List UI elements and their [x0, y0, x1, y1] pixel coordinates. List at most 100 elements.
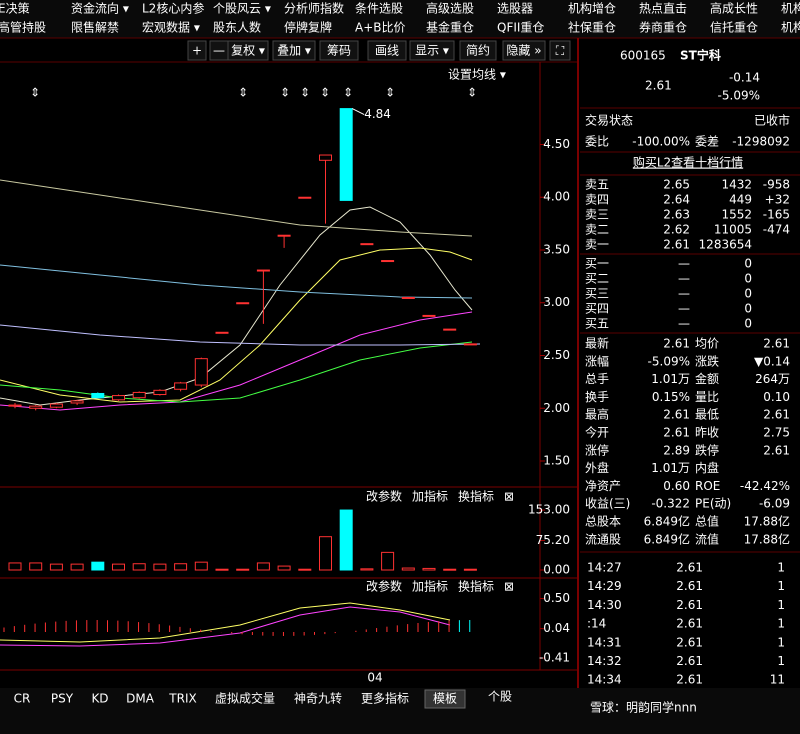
volume-bar: [339, 509, 353, 571]
tick-volume: 1: [777, 598, 785, 612]
book-volume: 0: [744, 317, 752, 331]
indicator-tab[interactable]: TRIX: [168, 692, 196, 706]
toolbar-button[interactable]: [227, 40, 269, 61]
toolbar-button[interactable]: [459, 40, 497, 61]
indicator-tab[interactable]: CR: [14, 692, 31, 706]
toolbar-button[interactable]: [502, 40, 546, 61]
candle-body: [443, 328, 457, 331]
book-volume: 1552: [721, 208, 752, 222]
event-marker: ⇕: [467, 86, 477, 100]
stat-label: 流通股: [585, 532, 621, 546]
toolbar-button[interactable]: [409, 40, 455, 61]
indicator-tab[interactable]: 模板: [433, 692, 457, 706]
menu-item: L2核心内参: [142, 1, 204, 16]
toolbar-button[interactable]: [549, 40, 571, 61]
event-marker: ⇕: [385, 86, 395, 100]
book-price: 2.64: [663, 193, 690, 207]
y-tick-label: 3.50: [543, 242, 570, 256]
panel-button[interactable]: 加指标: [412, 489, 448, 504]
candle-body: [49, 403, 63, 408]
bottom-bar: [0, 688, 800, 734]
tick-time: 14:34: [587, 673, 622, 687]
stat-value: -42.42%: [740, 479, 790, 493]
event-marker: ⇕: [300, 86, 310, 100]
panel-button[interactable]: 换指标: [458, 579, 494, 594]
book-price: —: [678, 257, 690, 271]
high-label: 4.84: [364, 107, 391, 121]
book-volume: 1283654: [699, 238, 752, 252]
footer-tab[interactable]: 个股: [488, 690, 512, 704]
y-tick-label: 75.20: [536, 533, 570, 547]
indicator-tab[interactable]: 虚拟成交量: [215, 691, 275, 706]
toolbar-button[interactable]: [367, 40, 407, 61]
menu-item: 宏观数据 ▾: [142, 20, 200, 35]
book-label: 卖二: [585, 223, 609, 237]
ma-settings[interactable]: 设置均线 ▾: [448, 68, 506, 82]
toolbar-label[interactable]: 筹码: [327, 44, 351, 58]
panel-button[interactable]: ⊠: [504, 490, 514, 504]
indicator-tab[interactable]: 神奇九转: [294, 691, 342, 706]
panel-button[interactable]: 改参数: [366, 579, 402, 594]
volume-bar: [319, 536, 332, 571]
stat-label: 最低: [695, 408, 719, 422]
indicator-tab[interactable]: 更多指标: [361, 691, 409, 706]
panel-button[interactable]: 加指标: [412, 579, 448, 594]
volume-bar: [153, 563, 167, 571]
toolbar-button[interactable]: [319, 40, 359, 61]
stat-label: 流值: [695, 531, 719, 546]
panel-button[interactable]: ⊠: [504, 580, 514, 594]
stat-value: 2.75: [763, 426, 790, 440]
toolbar-label[interactable]: 叠加 ▾: [277, 44, 311, 58]
y-tick-label: 4.00: [543, 190, 570, 204]
stat-label: 跌停: [695, 442, 719, 457]
book-label: 买五: [585, 317, 609, 331]
toolbar-label[interactable]: 复权 ▾: [231, 44, 265, 58]
stat-value: 17.88亿: [744, 514, 790, 529]
toolbar-label[interactable]: 显示 ▾: [415, 44, 449, 58]
last-price: 2.61: [645, 79, 672, 93]
y-tick-label: 2.50: [543, 348, 570, 362]
indicator-tab[interactable]: KD: [91, 692, 108, 706]
indicator-tab[interactable]: DMA: [126, 692, 155, 706]
book-change: -958: [763, 178, 790, 192]
panel-button[interactable]: 改参数: [366, 489, 402, 504]
panel-button[interactable]: 换指标: [458, 489, 494, 504]
toolbar-label[interactable]: —: [213, 44, 225, 58]
tick-time: 14:27: [587, 561, 622, 575]
toolbar-label[interactable]: ⛶: [555, 44, 565, 58]
stat-value: 0.60: [663, 479, 690, 493]
ma-line: [0, 341, 473, 403]
volume-bar: [8, 562, 22, 571]
indicator-tab[interactable]: PSY: [51, 692, 74, 706]
toolbar-button[interactable]: [187, 40, 207, 61]
book-price: —: [678, 272, 690, 286]
menu-item: 分析师指数: [284, 1, 344, 16]
tick-time: :14: [587, 617, 606, 631]
toolbar-button[interactable]: [272, 40, 316, 61]
toolbar-label[interactable]: 画线: [375, 44, 399, 58]
stat-label: 昨收: [695, 426, 719, 440]
toolbar-label[interactable]: 隐藏 »: [506, 44, 541, 58]
tick-price: 2.61: [676, 673, 703, 687]
candle-body: [91, 392, 105, 399]
tick-price: 2.61: [676, 598, 703, 612]
volume-bar: [236, 568, 250, 571]
toolbar-label[interactable]: +: [192, 44, 202, 58]
book-price: 2.65: [663, 178, 690, 192]
toolbar-label[interactable]: 简约: [466, 43, 490, 58]
stat-value: -6.09: [759, 497, 790, 511]
l2-link[interactable]: 购买L2查看十档行情: [633, 155, 743, 170]
event-marker: ⇕: [238, 86, 248, 100]
volume-bar: [443, 568, 457, 571]
candle-body: [401, 296, 415, 299]
stat-label: 净资产: [585, 479, 621, 493]
candle-body: [112, 395, 125, 401]
volume-bar: [381, 551, 395, 571]
menu-item: 选股器: [497, 2, 533, 16]
candle-body: [194, 358, 208, 386]
date-label: 04: [367, 671, 382, 685]
y-tick-label: 3.00: [543, 295, 570, 309]
stat-label: 涨停: [585, 442, 609, 457]
event-marker: ⇕: [280, 86, 290, 100]
